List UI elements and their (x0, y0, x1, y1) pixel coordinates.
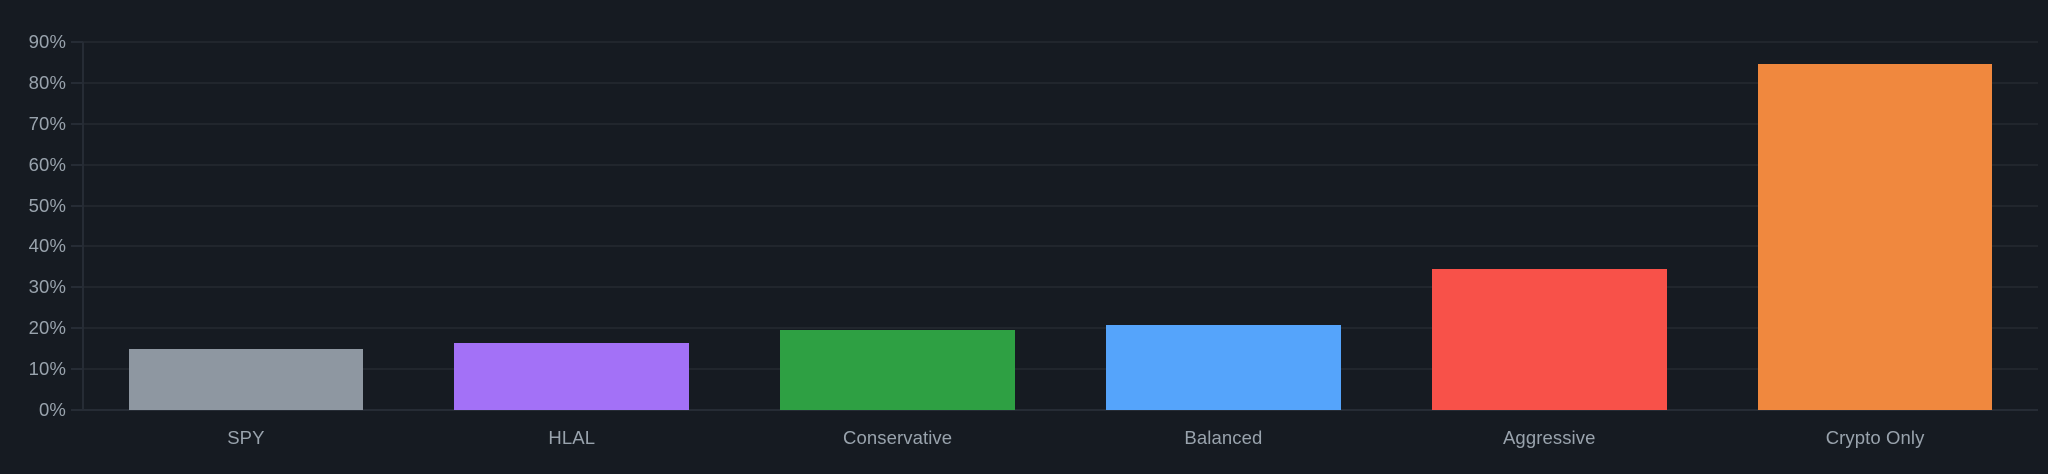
x-axis-line (83, 409, 2038, 411)
y-axis-tick-label: 40% (28, 235, 66, 257)
y-tick-mark-60 (71, 163, 83, 166)
x-axis-category-label: Balanced (1184, 426, 1263, 448)
y-axis-tick-label: 70% (28, 112, 66, 134)
y-axis-tick-label: 20% (28, 317, 66, 339)
y-gridline-10 (83, 368, 2038, 371)
bar-balanced[interactable] (1106, 324, 1341, 410)
x-axis-category-label: SPY (227, 426, 265, 448)
y-axis-tick-label: 60% (28, 153, 66, 175)
y-gridline-60 (83, 163, 2038, 166)
y-gridline-70 (83, 122, 2038, 125)
x-axis-category-label: Crypto Only (1825, 426, 1925, 448)
y-gridline-20 (83, 327, 2038, 330)
y-tick-mark-80 (71, 81, 83, 84)
y-gridline-30 (83, 286, 2038, 289)
y-gridline-90 (83, 41, 2038, 43)
y-axis-tick-label: 80% (28, 71, 66, 93)
y-axis-line (82, 42, 84, 410)
y-tick-mark-40 (71, 245, 83, 248)
bar-spy[interactable] (128, 348, 364, 410)
y-gridline-50 (83, 204, 2038, 207)
x-axis-category-label: Aggressive (1502, 426, 1596, 448)
bar-aggressive[interactable] (1431, 268, 1667, 410)
y-axis-tick-label: 10% (28, 358, 66, 380)
y-tick-mark-90 (71, 41, 83, 43)
y-axis-tick-label: 0% (39, 399, 66, 420)
y-tick-mark-10 (71, 368, 83, 371)
x-axis-category-label: HLAL (548, 426, 596, 448)
y-tick-mark-20 (71, 327, 83, 330)
y-axis-tick-label: 30% (28, 276, 66, 298)
y-axis-tick-label: 90% (28, 31, 66, 52)
y-tick-mark-70 (71, 122, 83, 125)
y-tick-mark-30 (71, 286, 83, 289)
x-axis-category-label: Conservative (842, 426, 953, 448)
bar-hlal[interactable] (454, 342, 690, 410)
bar-conservative[interactable] (780, 329, 1015, 410)
bar-crypto-only[interactable] (1757, 64, 1993, 410)
y-tick-mark-50 (71, 204, 83, 207)
y-gridline-40 (83, 245, 2038, 248)
y-gridline-80 (83, 81, 2038, 84)
y-axis-tick-label: 50% (28, 194, 66, 216)
y-tick-mark-0 (71, 409, 83, 411)
